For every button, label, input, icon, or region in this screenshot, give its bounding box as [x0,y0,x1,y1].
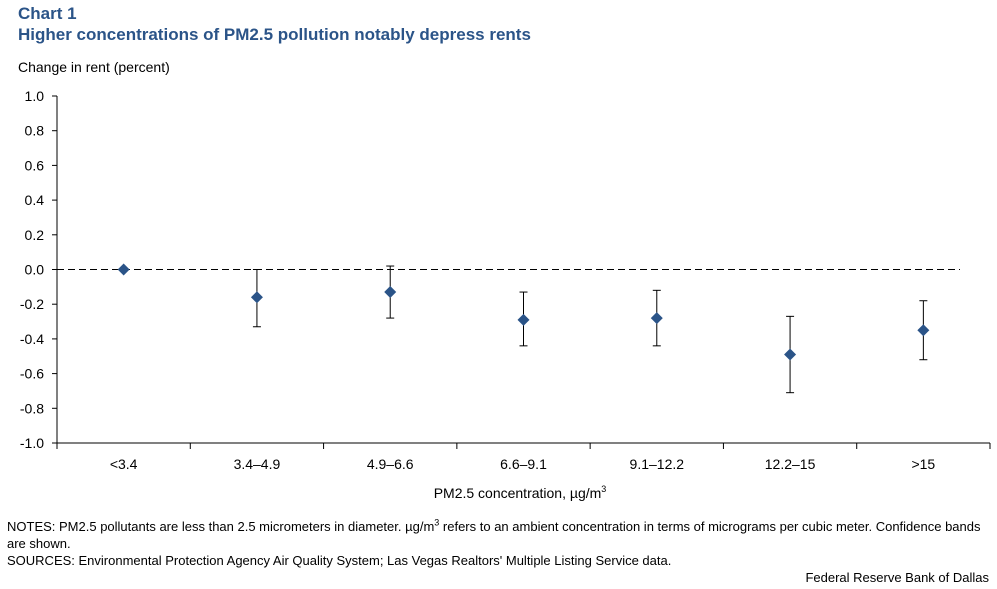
y-tick-label: -0.2 [20,296,44,312]
y-tick-label: 1.0 [25,88,45,104]
notes-text: NOTES: PM2.5 pollutants are less than 2.… [7,518,992,552]
data-point-marker [250,291,263,304]
x-tick-label: 3.4–4.9 [234,456,281,472]
chart-label: Chart 1 [18,4,77,23]
y-axis-title: Change in rent (percent) [18,59,170,75]
x-tick-label: 4.9–6.6 [367,456,414,472]
chart-title: Higher concentrations of PM2.5 pollution… [18,25,531,44]
y-tick-label: 0.6 [25,157,45,173]
marks-layer [117,263,930,394]
y-tick-label: -1.0 [20,435,44,451]
data-point-marker [917,324,930,337]
sources-text: SOURCES: Environmental Protection Agency… [7,553,672,568]
y-tick-label: -0.4 [20,331,44,347]
data-point-marker [384,286,397,299]
y-tick-label: 0.8 [25,123,45,139]
data-point-marker [784,348,797,361]
x-axis-title-text: PM2.5 concentration, µg/m [434,485,602,501]
data-point-marker [517,313,530,326]
axes-layer: 1.0 0.8 0.6 0.4 0.2 0.0 -0.2 -0.4 -0.6 -0.8 -1.0 <3… [20,88,991,472]
x-axis-title-sup: 3 [601,484,606,494]
x-tick-label: 12.2–15 [765,456,816,472]
notes-text-2: refers to an ambient concentration in te… [7,519,981,551]
y-tick-label: -0.8 [20,400,44,416]
y-tick-label: 0.4 [25,192,45,208]
x-tick-label: 9.1–12.2 [630,456,685,472]
data-point-marker [117,263,130,276]
pm25-rent-chart: 1.0 0.8 0.6 0.4 0.2 0.0 -0.2 -0.4 -0.6 -0.8 -1.0 <3… [20,88,991,501]
notes-sup: 3 [434,517,440,528]
data-point-marker [650,312,663,325]
notes-text-1: NOTES: PM2.5 pollutants are less than 2.… [7,519,435,534]
notes-block: NOTES: PM2.5 pollutants are less than 2.… [7,518,992,569]
x-tick-label: <3.4 [110,456,138,472]
credit-text: Federal Reserve Bank of Dallas [805,570,989,585]
y-tick-label: 0.0 [25,262,45,278]
y-tick-label: -0.6 [20,366,44,382]
y-tick-label: 0.2 [25,227,45,243]
x-tick-label: 6.6–9.1 [500,456,547,472]
x-tick-label: >15 [911,456,935,472]
x-axis-title: PM2.5 concentration, µg/m3 [434,484,607,501]
